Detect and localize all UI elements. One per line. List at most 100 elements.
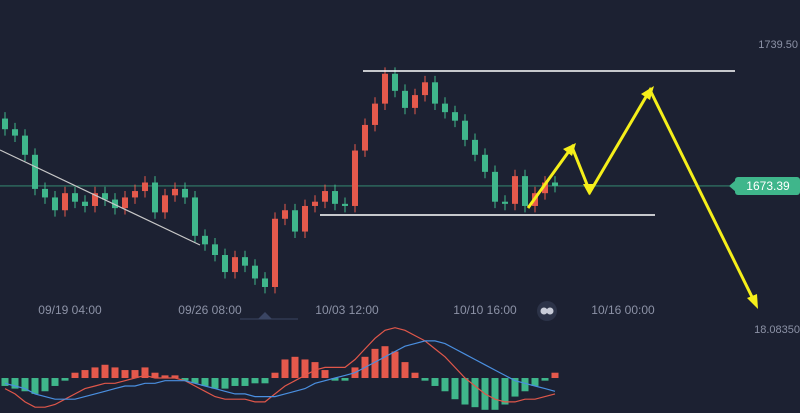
candle-body [352,150,358,206]
macd-bar [321,370,329,379]
candle-body [22,135,28,155]
candle-body [12,129,18,136]
arrow-head [747,294,758,309]
candle-body [242,257,248,266]
last-price-label: 1673.39 [746,179,790,193]
candle-body [232,257,238,273]
macd-bar [31,378,39,394]
candle-body [362,124,368,151]
macd-bar [51,378,59,386]
macd-bar [401,362,409,379]
macd-bar [531,378,539,386]
macd-bar [301,359,309,379]
macd-bar [281,359,289,379]
macd-bar [101,364,109,379]
macd-bar [521,378,529,392]
candle-body [192,197,198,236]
macd-bar [181,378,189,381]
candle-body [482,154,488,172]
last-price-badge [735,176,800,195]
macd-bar [151,372,159,379]
candle-body [472,139,478,155]
x-tick-label: 09/26 08:00 [178,303,242,317]
candle-body [162,195,168,213]
macd-bar [91,367,99,379]
drawings [0,70,758,321]
arrow-head [563,143,576,156]
candle-body [412,95,418,108]
macd-bar [461,378,469,405]
candle-body [552,182,558,186]
candle-body [62,193,68,211]
candle-body [502,201,508,204]
macd-bar [501,378,509,405]
macd-bar [441,378,449,392]
candle-body [272,218,278,287]
x-tick-label: 10/16 00:00 [591,303,655,317]
macd-bar [471,378,479,408]
candle-body [132,191,138,198]
candle-body [442,103,448,113]
macd-bar [551,372,559,379]
macd-bar [261,378,269,384]
candle-body [282,210,288,219]
macd-bar [161,375,169,379]
macd-bar [241,378,249,386]
macd-bar [431,378,439,386]
candle-body [122,197,128,209]
macd-bar [411,372,419,379]
candle-body [72,193,78,202]
candle-body [92,193,98,206]
x-tick-label: 10/10 16:00 [453,303,517,317]
candle-body [82,201,88,206]
candle-body [182,188,188,198]
candle-body [292,210,298,232]
macd-bar [1,378,9,386]
scroll-marker [258,312,272,319]
candle-body [52,197,58,211]
macd-bar [451,378,459,400]
candle-body [312,201,318,206]
macd-line [4,340,556,400]
macd-bar [171,375,179,379]
x-tick-label: 10/03 12:00 [315,303,379,317]
candle-body [522,176,528,206]
macd-bar [11,378,19,389]
candle-body [112,199,118,209]
macd-bar [491,378,499,410]
candle-body [372,103,378,125]
candle-body [512,176,518,204]
macd-bar [121,370,129,379]
macd-bar [221,378,229,389]
macd-bar [511,378,519,397]
macd-bar [341,378,349,381]
macd-bar [381,346,389,379]
candle-body [452,112,458,121]
macd-bar [81,370,89,379]
macd-bar [421,378,429,381]
y-tick-label: 1739.50 [758,39,798,51]
candle-body [322,191,328,202]
candle-body [152,182,158,213]
candle-body [202,235,208,245]
macd-bar [201,378,209,386]
candle-body [332,191,338,204]
arrow-head [641,86,654,100]
macd-bar [61,378,69,381]
macd-bar [251,378,259,384]
candle-body [542,182,548,194]
macd-bar [111,367,119,379]
macd-bar [231,378,239,386]
x-tick-label: 09/19 04:00 [38,303,102,317]
candle-body [302,205,308,232]
candle-body [342,203,348,206]
macd-bar [41,378,49,392]
candle-body [432,82,438,104]
candle-body [172,188,178,196]
macd-bar [391,351,399,379]
candle-body [402,90,408,108]
macd-bar [371,348,379,379]
candle-body [212,244,218,256]
candle-body [422,82,428,96]
